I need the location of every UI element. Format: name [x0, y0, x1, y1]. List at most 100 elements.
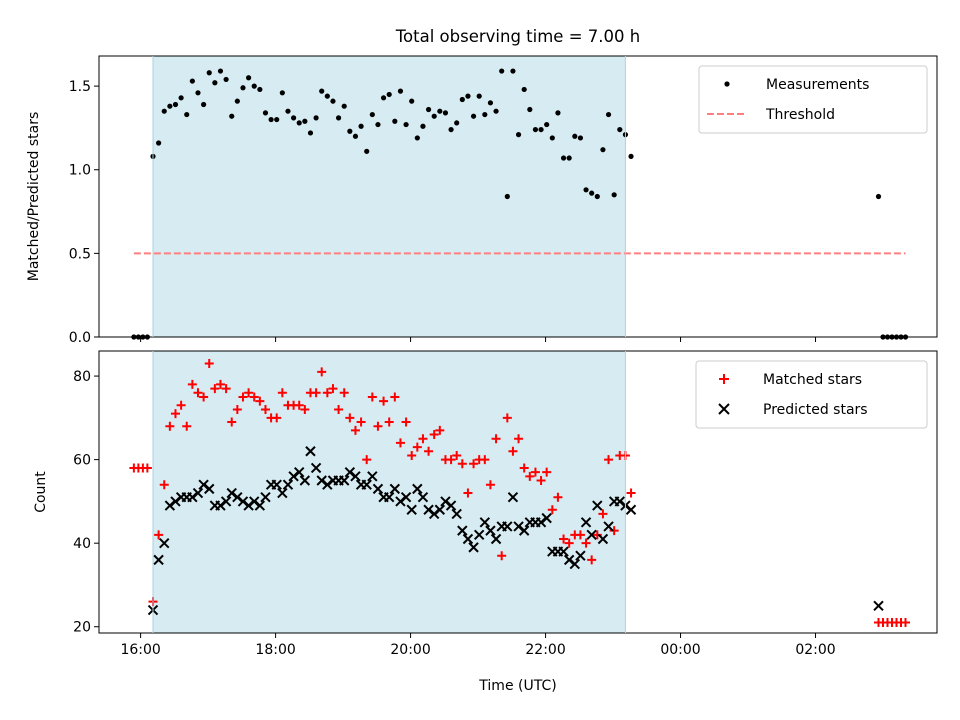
matched-stars-point	[227, 417, 237, 427]
measurements-point	[307, 130, 314, 136]
legend-swatch-predicted-stars	[718, 403, 730, 415]
predicted-stars-point	[400, 492, 412, 503]
measurements-point	[544, 121, 550, 128]
measurements-point	[482, 111, 488, 118]
predicted-stars-point	[215, 500, 226, 511]
measurements-point	[195, 90, 201, 96]
matched-stars-point	[390, 392, 400, 402]
y-tick-label: 1.5	[69, 79, 91, 95]
predicted-stars-point	[153, 554, 164, 566]
y-tick-label: 0.5	[69, 246, 91, 262]
matched-stars-point	[187, 379, 197, 389]
measurements-point	[437, 108, 443, 114]
predicted-stars-point	[159, 537, 170, 549]
measurements-point	[448, 126, 454, 133]
matched-stars-point	[170, 409, 180, 419]
x-tick-label: 02:00	[795, 642, 835, 658]
predicted-stars-point	[288, 471, 299, 482]
ratio-legend: Measurements Threshold	[698, 65, 928, 134]
predicted-stars-point	[462, 533, 474, 545]
matched-stars-point	[508, 446, 518, 456]
observing-window-shade	[152, 56, 626, 337]
count-y-axis-label: Count	[33, 471, 49, 513]
measurements-point	[589, 190, 595, 196]
predicted-stars-point	[204, 483, 215, 495]
legend-swatch-matched-stars	[719, 374, 729, 384]
x-tick-label: 20:00	[390, 642, 430, 658]
matched-stars-point	[502, 413, 512, 423]
predicted-stars-point	[316, 475, 327, 486]
matched-stars-point	[221, 384, 231, 394]
measurements-point	[594, 193, 600, 200]
matched-stars-point	[300, 404, 310, 414]
predicted-stars-point	[873, 600, 884, 612]
ratio-marks	[131, 68, 909, 340]
measurements-point	[459, 96, 465, 103]
measurements-point	[628, 153, 634, 159]
y-tick-label: 0.0	[69, 330, 91, 346]
predicted-stars-point	[535, 517, 547, 528]
predicted-stars-point	[457, 525, 468, 536]
measurements-point	[617, 126, 623, 133]
ratio-x-ticks	[140, 337, 817, 342]
measurements-point	[487, 100, 494, 106]
predicted-stars-point	[271, 479, 282, 490]
predicted-stars-point	[372, 483, 384, 495]
predicted-stars-point	[254, 500, 266, 511]
measurements-point	[212, 80, 218, 86]
ratio-panel: 0.0 0.5 1.0 1.5 Total observing time = 7.00…	[26, 27, 938, 346]
measurements-point	[290, 115, 297, 121]
predicted-stars-point	[344, 466, 356, 478]
measurements-point	[555, 110, 561, 116]
predicted-stars-point	[580, 517, 592, 528]
matched-stars-point	[339, 388, 349, 398]
measurements-point	[161, 108, 167, 114]
measurements-point	[347, 128, 353, 134]
predicted-stars-point	[592, 500, 603, 511]
measurements-point	[240, 85, 246, 91]
matched-stars-point	[232, 404, 242, 414]
matched-stars-point	[311, 388, 321, 398]
measurements-point	[425, 106, 432, 113]
matched-stars-point	[604, 455, 614, 465]
matched-stars-point	[452, 450, 462, 460]
matched-stars-point	[182, 421, 192, 431]
matched-stars-point	[519, 463, 529, 473]
measurements-point	[499, 68, 505, 74]
measurements-point	[414, 135, 420, 141]
measurements-point	[392, 118, 398, 124]
matched-stars-point	[204, 359, 214, 369]
matched-stars-point	[199, 392, 209, 402]
predicted-stars-point	[569, 558, 581, 570]
matched-stars-point	[609, 526, 619, 536]
predicted-stars-point	[468, 542, 479, 553]
matched-stars-point	[547, 505, 557, 515]
matched-stars-point	[530, 467, 540, 477]
measurements-point	[504, 193, 510, 200]
measurements-point	[380, 95, 387, 101]
predicted-stars-point	[586, 529, 597, 541]
matched-stars-point	[435, 425, 445, 435]
matched-stars-point	[154, 530, 164, 540]
measurements-point	[268, 116, 274, 123]
measurements-point	[341, 103, 347, 109]
predicted-stars-point	[198, 479, 209, 490]
predicted-stars-point	[243, 500, 254, 511]
matched-stars-point	[373, 421, 383, 431]
predicted-stars-point	[625, 504, 637, 515]
matched-stars-point	[592, 530, 602, 540]
measurements-point	[330, 98, 336, 104]
matched-stars-point	[317, 367, 327, 377]
measurements-point	[285, 108, 291, 114]
measurements-point	[532, 126, 539, 133]
measurements-point	[611, 192, 617, 198]
predicted-stars-point	[485, 525, 496, 536]
measurements-point	[560, 155, 567, 161]
matched-stars-point	[514, 434, 524, 444]
count-panel: 16:00 18:00 20:00 22:00 00:00 02:00 20406080 …	[33, 350, 938, 694]
matched-stars-point	[418, 434, 428, 444]
matched-stars-point	[412, 442, 422, 452]
measurements-point	[352, 133, 359, 139]
measurements-point	[572, 133, 578, 139]
ratio-axes-frame	[98, 55, 938, 338]
